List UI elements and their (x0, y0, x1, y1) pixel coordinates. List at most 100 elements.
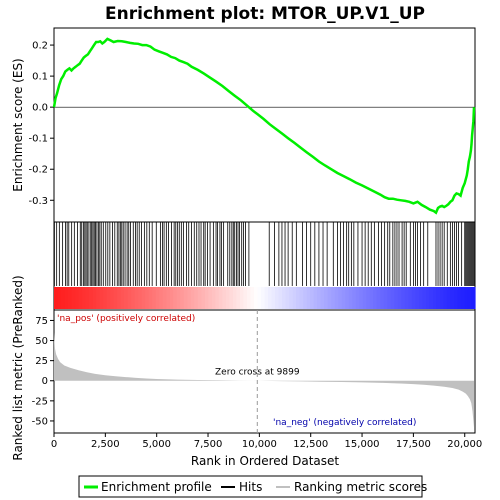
ranking-color-segment (148, 287, 153, 309)
ranking-color-segment (324, 287, 329, 309)
ranking-color-segment (253, 287, 259, 309)
legend: Enrichment profile Hits Ranking metric s… (78, 475, 427, 498)
ranking-color-segment (166, 287, 171, 309)
x-axis-ticks: 0 2,500 5,000 7,500 10,000 12,500 15,000 17,500… (51, 433, 482, 450)
ranking-color-segment (397, 287, 402, 309)
metric-panel-ticks: -50 -25 0 25 50 75 (32, 316, 54, 427)
ranking-color-segment (282, 287, 287, 309)
ranking-color-segment (180, 287, 185, 309)
ranking-color-segment (446, 287, 452, 309)
ranking-color-segment (71, 287, 76, 309)
ranking-color-segment (376, 287, 381, 309)
ranking-color-segment (183, 287, 188, 309)
ranking-color-segment (275, 287, 280, 309)
ranking-color-segment (457, 287, 462, 309)
metric-y-axis-label: Ranked list metric (PreRanked) (11, 275, 25, 460)
ranking-color-segment (152, 287, 157, 309)
ranking-metric-area (54, 332, 474, 428)
ranking-color-segment (443, 287, 448, 309)
ranking-color-segment (99, 287, 104, 309)
es-y-axis-label: Enrichment score (ES) (11, 58, 25, 191)
ranking-color-segment (187, 287, 192, 309)
ranking-color-segment (120, 287, 125, 309)
ranking-color-segment (222, 287, 227, 309)
ranking-color-segment (471, 287, 476, 309)
ranking-color-segment (292, 287, 297, 309)
ranking-color-segment (225, 287, 231, 309)
ranking-color-segment (296, 287, 301, 309)
ranking-color-segment (436, 287, 441, 309)
x-tick-label: 2,500 (91, 439, 120, 450)
ranking-color-segment (331, 287, 336, 309)
ranking-color-segment (422, 287, 427, 309)
ranking-color-segment (306, 287, 311, 309)
ranking-color-segment (317, 287, 322, 309)
ranking-color-segment (113, 287, 118, 309)
ranking-color-segment (285, 287, 290, 309)
ranking-color-segment (264, 287, 269, 309)
ranking-color-segment (383, 287, 388, 309)
x-tick-label: 20,000 (447, 439, 482, 450)
ranking-color-segment (96, 287, 101, 309)
ranking-color-segment (250, 287, 255, 309)
ranking-color-segment (278, 287, 283, 309)
legend-label-enrichment-profile: Enrichment profile (101, 480, 212, 494)
ranking-color-segment (162, 287, 167, 309)
es-y-tick-label: 0.0 (32, 103, 48, 114)
ranking-color-segment (89, 287, 94, 309)
ranking-color-segment (359, 287, 364, 309)
ranking-color-segment (211, 287, 216, 309)
ranking-color-segment (408, 287, 413, 309)
metric-y-tick-label: 50 (35, 336, 48, 347)
es-y-tick-label: -0.1 (28, 134, 48, 145)
x-tick-label: 5,000 (142, 439, 171, 450)
es-y-tick-label: -0.3 (28, 196, 48, 207)
ranking-color-segment (415, 287, 420, 309)
zero-cross-label: Zero cross at 9899 (215, 367, 300, 377)
ranking-color-segment (138, 287, 143, 309)
ranking-color-segment (194, 287, 199, 309)
ranking-color-segment (117, 287, 122, 309)
es-y-tick-label: -0.2 (28, 165, 48, 176)
ranking-color-segment (155, 287, 160, 309)
ranking-color-segment (390, 287, 395, 309)
es-panel-ticks: -0.3 -0.2 -0.1 0.0 0.1 0.2 (28, 41, 54, 207)
ranking-color-segment (429, 287, 434, 309)
ranking-color-segment (362, 287, 367, 309)
ranking-color-segment (373, 287, 378, 309)
ranking-color-segment (425, 287, 430, 309)
ranking-color-segment (394, 287, 399, 309)
ranking-color-segment (320, 287, 325, 309)
ranking-color-segment (78, 287, 83, 309)
ranking-color-segment (467, 287, 473, 309)
ranking-color-segment (103, 287, 108, 309)
ranking-color-segment (85, 287, 90, 309)
ranking-color-segment (366, 287, 371, 309)
ranking-color-segment (64, 287, 69, 309)
ranking-color-segment (218, 287, 223, 309)
ranking-color-segment (124, 287, 129, 309)
enrichment-profile-line (52, 37, 476, 215)
ranking-color-segment (310, 287, 315, 309)
ranking-color-segment (401, 287, 406, 309)
ranking-color-segment (131, 287, 136, 309)
metric-y-tick-label: 75 (35, 316, 48, 327)
ranking-color-segment (341, 287, 346, 309)
metric-y-tick-label: 0 (42, 376, 48, 387)
ranking-color-segment (348, 287, 353, 309)
ranking-color-segment (229, 287, 234, 309)
ranking-color-segment (173, 287, 178, 309)
ranking-color-segment (299, 287, 304, 309)
x-tick-label: 7,500 (194, 439, 223, 450)
ranking-color-segment (159, 287, 164, 309)
ranking-color-segment (239, 287, 245, 309)
ranking-color-segment (145, 287, 150, 309)
ranking-color-segment (352, 287, 357, 309)
ranking-color-segment (380, 287, 385, 309)
positive-correlation-label: 'na_pos' (positively correlated) (57, 314, 195, 324)
ranking-color-segment (338, 287, 343, 309)
ranking-color-segment (57, 287, 62, 309)
ranking-color-segment (169, 287, 174, 309)
ranking-color-segment (404, 287, 409, 309)
